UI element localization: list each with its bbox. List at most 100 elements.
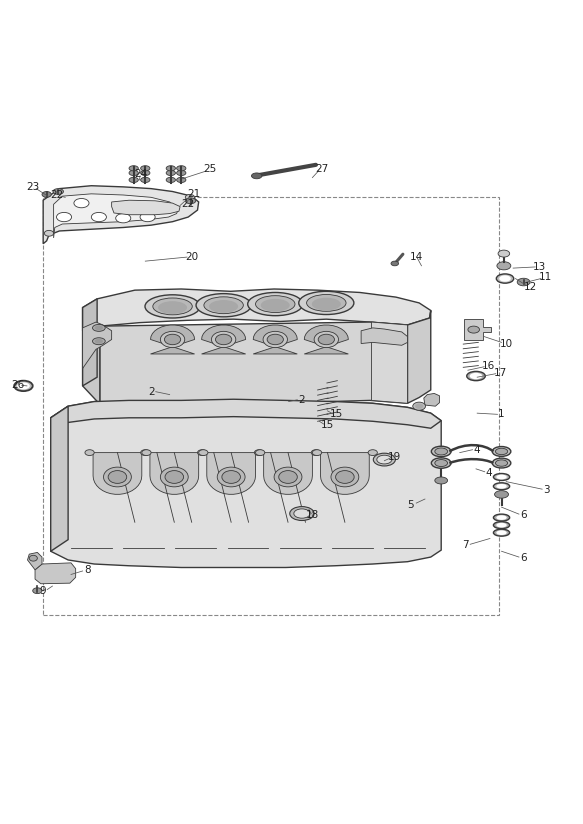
Ellipse shape [294,509,310,518]
Text: 4: 4 [474,445,480,455]
Ellipse shape [267,335,283,344]
Text: 14: 14 [410,251,423,261]
Ellipse shape [499,275,511,282]
Ellipse shape [216,335,231,344]
Ellipse shape [493,529,510,536]
Ellipse shape [158,302,187,314]
Text: 1: 1 [498,410,505,419]
Text: 26: 26 [11,381,24,391]
Ellipse shape [165,471,184,484]
Ellipse shape [298,292,354,315]
Polygon shape [424,393,440,406]
Ellipse shape [198,450,207,456]
Ellipse shape [108,471,127,484]
Ellipse shape [470,372,482,379]
Ellipse shape [141,177,150,183]
Text: 16: 16 [482,361,496,371]
Ellipse shape [415,404,423,409]
Text: 9: 9 [40,586,47,596]
Polygon shape [207,452,255,494]
Ellipse shape [141,171,150,176]
Text: 27: 27 [315,165,328,175]
Ellipse shape [493,514,510,521]
Ellipse shape [467,372,485,381]
Polygon shape [321,452,369,494]
Ellipse shape [209,300,238,313]
Ellipse shape [255,296,295,312]
Ellipse shape [494,490,508,499]
Polygon shape [83,307,100,405]
Ellipse shape [155,204,170,213]
Text: 2: 2 [147,386,154,396]
Ellipse shape [140,213,155,222]
Text: 19: 19 [388,452,402,462]
Ellipse shape [42,191,51,197]
Polygon shape [27,552,42,570]
Ellipse shape [435,448,448,455]
Text: 24: 24 [134,169,147,179]
Ellipse shape [17,382,30,390]
Ellipse shape [254,450,264,456]
Ellipse shape [166,177,175,183]
Ellipse shape [274,467,302,487]
Text: 2: 2 [298,395,305,405]
Polygon shape [83,289,431,330]
Ellipse shape [496,274,514,283]
Ellipse shape [336,471,354,484]
Ellipse shape [318,335,335,344]
Polygon shape [465,319,491,340]
Polygon shape [304,325,349,354]
Ellipse shape [14,381,33,391]
Polygon shape [264,452,312,494]
Ellipse shape [312,450,322,456]
Ellipse shape [141,166,150,171]
Ellipse shape [140,202,155,211]
Ellipse shape [312,297,341,311]
Ellipse shape [160,467,188,487]
Ellipse shape [33,588,42,593]
Ellipse shape [496,522,507,527]
Text: 8: 8 [84,564,90,575]
Ellipse shape [496,475,507,480]
Ellipse shape [492,458,511,468]
Ellipse shape [496,531,507,535]
Ellipse shape [115,202,131,211]
Ellipse shape [93,325,106,331]
Polygon shape [111,200,180,215]
Ellipse shape [468,326,479,333]
Ellipse shape [435,460,448,466]
Ellipse shape [185,198,196,204]
Polygon shape [408,311,431,403]
Ellipse shape [177,171,186,176]
Text: 11: 11 [539,273,552,283]
Ellipse shape [290,507,314,521]
Text: 15: 15 [330,410,343,419]
Ellipse shape [57,213,72,222]
Ellipse shape [217,467,245,487]
Ellipse shape [263,331,287,348]
Ellipse shape [431,458,451,468]
Ellipse shape [212,331,236,348]
Ellipse shape [129,171,138,176]
Ellipse shape [377,455,392,464]
Polygon shape [253,325,297,354]
Ellipse shape [177,177,186,183]
Ellipse shape [248,293,303,316]
Ellipse shape [104,467,131,487]
Text: 17: 17 [494,368,507,377]
Polygon shape [83,299,97,386]
Ellipse shape [279,471,297,484]
Ellipse shape [204,297,243,314]
Ellipse shape [177,166,186,171]
Ellipse shape [160,331,185,348]
Ellipse shape [307,294,346,311]
Polygon shape [51,406,68,551]
Text: 6: 6 [520,553,527,564]
Ellipse shape [95,339,103,344]
Ellipse shape [53,189,64,194]
Text: 12: 12 [524,282,537,292]
Polygon shape [371,322,408,403]
Ellipse shape [413,402,426,410]
Text: 22: 22 [181,199,195,209]
Ellipse shape [153,298,192,315]
